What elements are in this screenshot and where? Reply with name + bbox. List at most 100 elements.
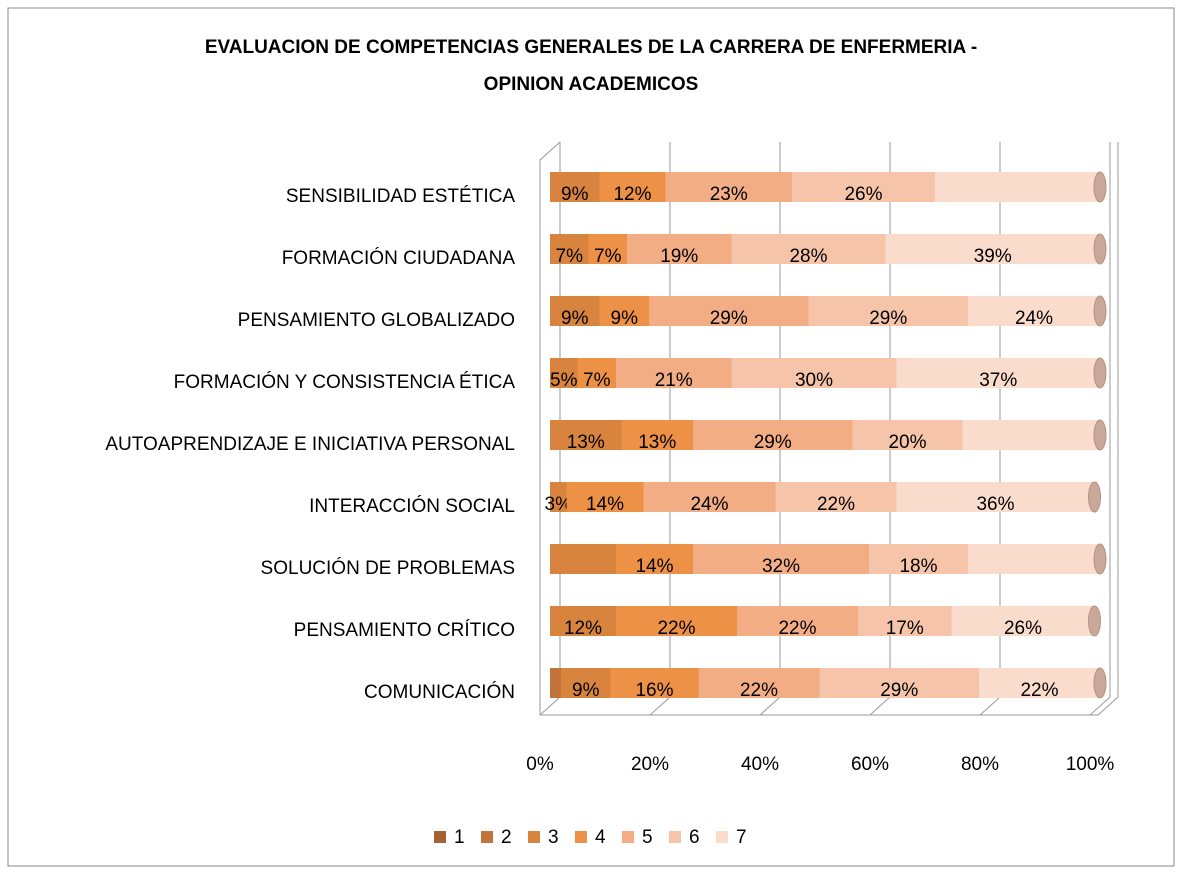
bar-segment [643,482,776,512]
bar-segment [962,420,1100,450]
data-label: 17% [886,618,924,639]
x-tick-label: 0% [526,754,554,775]
bar-segment [599,296,649,326]
data-label: 20% [888,432,926,453]
bar-segment [550,234,589,264]
bar-cap [1093,171,1107,203]
bar-segment [550,172,600,202]
bar-segment [616,606,737,636]
data-label: 29% [880,680,918,701]
legend-label: 4 [595,827,606,848]
bar-segment [665,172,792,202]
data-label: 22% [657,618,695,639]
legend-label: 2 [501,827,512,848]
bar-segment [869,544,968,574]
y-tick-label: PENSAMIENTO GLOBALIZADO [238,310,515,331]
data-label: 29% [710,308,748,329]
y-tick-label: FORMACIÓN CIUDADANA [282,247,516,269]
grid-line [1089,142,1111,716]
data-label: 13% [567,432,605,453]
bar-segment [792,172,935,202]
data-label: 9% [572,680,600,701]
bar-segment [550,420,622,450]
bar-cap [1093,667,1107,699]
data-label: 24% [1015,308,1053,329]
data-label: 14% [586,494,624,515]
data-label: 9% [561,184,589,205]
data-label: 37% [979,370,1017,391]
bar-segment [550,358,578,388]
legend-swatch [622,831,634,843]
legend-label: 5 [642,827,653,848]
bar-segment [627,234,732,264]
data-label: 24% [690,494,728,515]
data-label: 12% [564,618,602,639]
data-label: 7% [594,246,622,267]
legend-label: 1 [454,827,465,848]
bar-cap [1088,481,1101,513]
bar-segment [550,296,600,326]
data-label: 21% [655,370,693,391]
y-tick-label: PENSAMIENTO CRÍTICO [294,620,515,641]
legend-swatch [481,831,493,843]
bar-cap [1093,419,1107,451]
data-label: 22% [1020,680,1058,701]
bar-cap [1093,357,1107,389]
data-label: 39% [974,246,1012,267]
bar-segment [649,296,809,326]
data-label: 7% [583,370,611,391]
data-label: 9% [561,308,589,329]
bar-segment [852,420,963,450]
data-label: 23% [710,184,748,205]
plot-wall [539,141,561,715]
y-tick-label: FORMACIÓN Y CONSISTENCIA ÉTICA [174,371,516,393]
data-label: 26% [844,184,882,205]
bar-segment [561,668,611,698]
bar-segment [550,544,616,574]
bar-segment [896,482,1095,512]
x-tick-label: 40% [741,754,779,775]
legend-swatch [716,831,728,843]
data-label: 29% [754,432,792,453]
bar-segment [968,296,1100,326]
bar-segment [621,420,693,450]
data-label: 30% [795,370,833,391]
bar-cap [1093,233,1107,265]
data-label: 18% [899,556,937,577]
bar-segment [775,482,897,512]
chart-title: OPINION ACADEMICOS [484,74,699,95]
legend-swatch [434,831,446,843]
data-label: 16% [635,680,673,701]
legend-swatch [669,831,681,843]
y-tick-label: AUTOAPRENDIZAJE E INICIATIVA PERSONAL [105,434,515,455]
data-label: 3% [545,494,573,515]
x-tick-label: 60% [851,754,889,775]
bar-segment [550,668,561,698]
data-label: 22% [778,618,816,639]
x-tick-label: 20% [631,754,669,775]
bar-segment [698,668,820,698]
bar-segment [693,544,869,574]
legend-label: 3 [548,827,559,848]
legend-swatch [528,831,540,843]
data-label: 26% [1004,618,1042,639]
data-label: 29% [869,308,907,329]
y-tick-label: COMUNICACIÓN [364,681,515,703]
bar-segment [693,420,853,450]
data-label: 19% [660,246,698,267]
legend-swatch [575,831,587,843]
x-tick-label: 100% [1066,754,1115,775]
bar-segment [885,234,1100,264]
plot-floor [540,142,1119,716]
data-label: 13% [638,432,676,453]
bar-segment [550,606,616,636]
bar-segment [731,234,886,264]
bar-segment [737,606,858,636]
data-label: 36% [976,494,1014,515]
x-tick-label: 80% [961,754,999,775]
bar-cap [1093,295,1107,327]
bar-segment [577,358,616,388]
bar-segment [599,172,666,202]
bar-cap [1093,543,1107,575]
